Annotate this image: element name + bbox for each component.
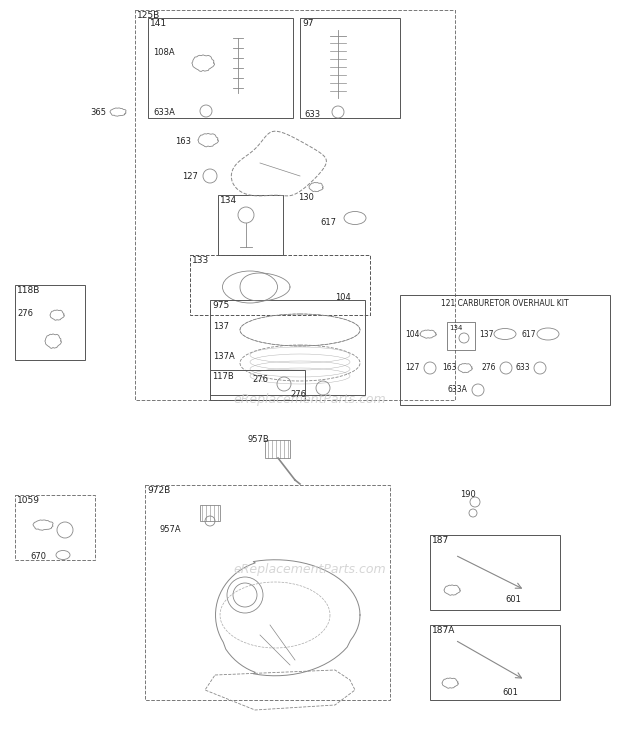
Bar	[190, 255, 370, 315]
Text: 276: 276	[482, 363, 497, 372]
Text: eReplacementParts.com: eReplacementParts.com	[234, 394, 386, 406]
Bar	[145, 485, 390, 700]
Text: 118B: 118B	[17, 286, 40, 295]
Bar	[210, 300, 365, 395]
Bar	[15, 285, 85, 360]
Text: 276: 276	[17, 309, 33, 318]
Text: 617: 617	[320, 218, 336, 227]
Text: 972B: 972B	[147, 486, 171, 495]
Text: 97: 97	[302, 19, 314, 28]
Text: 130: 130	[298, 193, 314, 202]
Text: 633: 633	[304, 110, 320, 119]
Text: 104: 104	[405, 330, 420, 339]
Text: 127: 127	[405, 363, 419, 372]
Text: 276: 276	[290, 390, 306, 399]
Bar	[400, 295, 610, 405]
Bar	[430, 535, 560, 610]
Text: 127: 127	[182, 172, 198, 181]
Bar	[265, 440, 290, 458]
Text: 1059: 1059	[17, 496, 40, 505]
Bar	[218, 195, 283, 255]
Text: 187A: 187A	[432, 626, 455, 635]
Text: 276: 276	[252, 375, 268, 384]
Text: 133: 133	[192, 256, 210, 265]
Text: 365: 365	[90, 108, 106, 117]
Bar	[200, 505, 220, 521]
Text: 125B: 125B	[137, 11, 160, 20]
Text: 617: 617	[522, 330, 536, 339]
Text: 137: 137	[213, 322, 229, 331]
Text: 108A: 108A	[153, 48, 175, 57]
Bar	[447, 322, 475, 350]
Text: 957B: 957B	[248, 435, 270, 444]
Text: 117B: 117B	[212, 372, 234, 381]
Text: 163: 163	[442, 363, 456, 372]
Text: 957A: 957A	[160, 525, 182, 534]
Bar	[430, 625, 560, 700]
Text: 141: 141	[150, 19, 167, 28]
Text: 975: 975	[212, 301, 229, 310]
Text: 190: 190	[460, 490, 476, 499]
Text: 137: 137	[479, 330, 494, 339]
Text: 134: 134	[449, 325, 463, 331]
Bar	[135, 10, 455, 400]
Bar	[148, 18, 293, 118]
Text: 633A: 633A	[153, 108, 175, 117]
Text: 121 CARBURETOR OVERHAUL KIT: 121 CARBURETOR OVERHAUL KIT	[441, 299, 569, 308]
Text: 633: 633	[516, 363, 531, 372]
Bar	[300, 18, 400, 118]
Text: 670: 670	[30, 552, 46, 561]
Text: 163: 163	[175, 137, 191, 146]
Bar	[210, 370, 305, 400]
Text: eReplacementParts.com: eReplacementParts.com	[234, 563, 386, 576]
Text: 633A: 633A	[447, 385, 467, 394]
Bar	[15, 495, 95, 560]
Text: 187: 187	[432, 536, 450, 545]
Text: 134: 134	[220, 196, 237, 205]
Text: 137A: 137A	[213, 352, 235, 361]
Text: 601: 601	[505, 595, 521, 604]
Text: 104: 104	[335, 293, 351, 302]
Text: 601: 601	[502, 688, 518, 697]
